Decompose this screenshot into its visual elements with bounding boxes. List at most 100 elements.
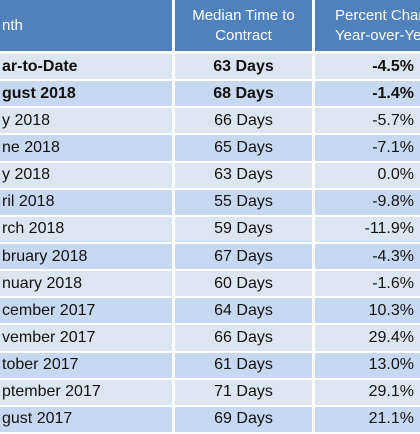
cell-text: 71 Days	[214, 383, 273, 401]
cell-text: rch 2018	[2, 220, 65, 238]
table-cell: bruary 2018	[0, 244, 175, 272]
table-cell: 68 Days	[175, 81, 315, 109]
table-cell: cember 2017	[0, 298, 175, 326]
table-cell: -4.5%	[315, 54, 420, 82]
cell-text: 29.1%	[368, 383, 414, 401]
table-cell: -5.7%	[315, 108, 420, 136]
cell-text: 63 Days	[214, 166, 273, 184]
table-cell: 66 Days	[175, 325, 315, 353]
header-text: Year-over-Ye	[335, 26, 420, 44]
cell-text: 67 Days	[214, 247, 273, 265]
cell-text: -5.7%	[372, 111, 414, 129]
table-row: cember 2017 64 Days 10.3%	[0, 298, 420, 326]
table-cell: y 2018	[0, 108, 175, 136]
table-row: ptember 2017 71 Days 29.1%	[0, 379, 420, 407]
table-cell: nuary 2018	[0, 271, 175, 299]
table-cell: 61 Days	[175, 352, 315, 380]
table-cell: 65 Days	[175, 135, 315, 163]
cell-text: -9.8%	[372, 193, 414, 211]
header-text: Median Time to	[192, 6, 295, 24]
table-cell: vember 2017	[0, 325, 175, 353]
cell-text: 65 Days	[214, 138, 273, 156]
cell-text: 66 Days	[214, 111, 273, 129]
table-cell: tober 2017	[0, 352, 175, 380]
table-cell: -1.4%	[315, 81, 420, 109]
header-cell: Percent Chan Year-over-Ye	[315, 0, 420, 54]
table-row: ne 2018 65 Days -7.1%	[0, 135, 420, 163]
cell-text: 66 Days	[214, 328, 273, 346]
cell-text: 55 Days	[214, 193, 273, 211]
cell-text: bruary 2018	[2, 247, 88, 265]
cell-text: cember 2017	[2, 301, 96, 319]
table-cell: 13.0%	[315, 352, 420, 380]
cell-text: 10.3%	[368, 301, 414, 319]
table-cell: ar-to-Date	[0, 54, 175, 82]
cell-text: ar-to-Date	[2, 57, 78, 75]
table-cell: -9.8%	[315, 189, 420, 217]
table-cell: 55 Days	[175, 189, 315, 217]
table-cell: 10.3%	[315, 298, 420, 326]
table-cell: rch 2018	[0, 216, 175, 244]
table-cell: y 2018	[0, 162, 175, 190]
table-cell: ril 2018	[0, 189, 175, 217]
cell-text: vember 2017	[2, 328, 96, 346]
table-cell: -7.1%	[315, 135, 420, 163]
table-row: rch 2018 59 Days -11.9%	[0, 216, 420, 244]
table-cell: 29.1%	[315, 379, 420, 407]
table-row: gust 2017 69 Days 21.1%	[0, 406, 420, 434]
header-cell: nth	[0, 0, 175, 54]
cell-text: -11.9%	[364, 220, 414, 238]
cell-text: 29.4%	[368, 328, 414, 346]
table-row: y 2018 63 Days 0.0%	[0, 162, 420, 190]
table-cell: 63 Days	[175, 162, 315, 190]
table-cell: 0.0%	[315, 162, 420, 190]
table-cell: ptember 2017	[0, 379, 175, 407]
cell-text: ne 2018	[2, 138, 60, 156]
table-row: ril 2018 55 Days -9.8%	[0, 189, 420, 217]
cell-text: 61 Days	[214, 356, 273, 374]
table-cell: ne 2018	[0, 135, 175, 163]
cell-text: 60 Days	[214, 274, 273, 292]
cell-text: -7.1%	[372, 138, 414, 156]
table-cell: 59 Days	[175, 216, 315, 244]
table-row: ar-to-Date 63 Days -4.5%	[0, 54, 420, 82]
table-row: gust 2018 68 Days -1.4%	[0, 81, 420, 109]
cell-text: 68 Days	[213, 84, 274, 102]
cell-text: 64 Days	[214, 301, 273, 319]
header-row: nth Median Time to Contract Percent Chan…	[0, 0, 420, 54]
cell-text: gust 2017	[2, 410, 73, 428]
table-cell: 60 Days	[175, 271, 315, 299]
table-cell: -4.3%	[315, 244, 420, 272]
header-cell: Median Time to Contract	[175, 0, 315, 54]
cell-text: 21.1%	[368, 410, 414, 428]
table-cell: -1.6%	[315, 271, 420, 299]
table-cell: gust 2018	[0, 81, 175, 109]
table-row: tober 2017 61 Days 13.0%	[0, 352, 420, 380]
table-cell: 64 Days	[175, 298, 315, 326]
cell-text: 0.0%	[377, 166, 414, 184]
cell-text: tober 2017	[2, 356, 79, 374]
cell-text: y 2018	[2, 166, 51, 184]
table-row: bruary 2018 67 Days -4.3%	[0, 244, 420, 272]
table-cell: gust 2017	[0, 406, 175, 434]
cell-text: nuary 2018	[2, 274, 83, 292]
cell-text: 63 Days	[213, 57, 274, 75]
cell-text: -4.5%	[372, 57, 414, 75]
table-cell: 69 Days	[175, 406, 315, 434]
header-text: nth	[2, 16, 23, 34]
table-cell: 29.4%	[315, 325, 420, 353]
cell-text: -1.4%	[372, 84, 414, 102]
table-cell: 67 Days	[175, 244, 315, 272]
table-cell: -11.9%	[315, 216, 420, 244]
cell-text: ril 2018	[2, 193, 55, 211]
table-cell: 71 Days	[175, 379, 315, 407]
cell-text: -1.6%	[372, 274, 414, 292]
table-cell: 66 Days	[175, 108, 315, 136]
cell-text: ptember 2017	[2, 383, 101, 401]
header-text: Contract	[215, 26, 272, 44]
table-row: nuary 2018 60 Days -1.6%	[0, 271, 420, 299]
cell-text: y 2018	[2, 111, 51, 129]
table-row: y 2018 66 Days -5.7%	[0, 108, 420, 136]
table-cell: 63 Days	[175, 54, 315, 82]
table-row: vember 2017 66 Days 29.4%	[0, 325, 420, 353]
